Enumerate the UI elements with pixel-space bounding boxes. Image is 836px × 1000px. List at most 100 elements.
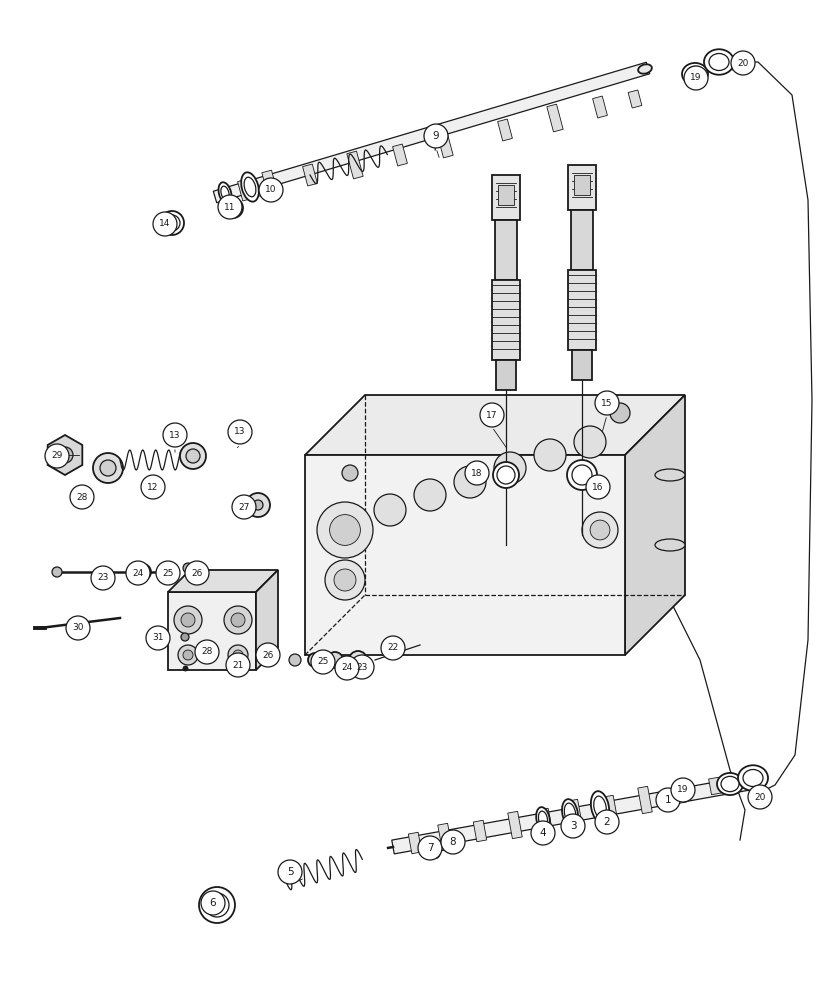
Circle shape [574,426,606,458]
Ellipse shape [743,770,763,786]
Circle shape [174,606,202,634]
Bar [492,280,520,360]
Polygon shape [408,832,421,854]
Circle shape [494,452,526,484]
Text: 7: 7 [426,843,433,853]
Polygon shape [262,170,278,198]
Circle shape [201,891,225,915]
Text: 10: 10 [265,186,277,194]
Circle shape [480,403,504,427]
Circle shape [183,563,193,573]
Circle shape [181,633,189,641]
Text: 20: 20 [737,58,749,68]
Text: 26: 26 [263,650,273,660]
Text: 8: 8 [450,837,456,847]
Text: 21: 21 [232,660,243,670]
Ellipse shape [591,791,609,823]
Circle shape [595,391,619,415]
Text: 13: 13 [169,430,181,440]
Circle shape [342,465,358,481]
Circle shape [253,500,263,510]
Polygon shape [237,179,252,201]
Text: 28: 28 [201,648,212,656]
Text: 27: 27 [238,502,250,512]
Text: 1: 1 [665,795,671,805]
Circle shape [656,788,680,812]
Text: 4: 4 [540,828,546,838]
Circle shape [218,195,242,219]
Ellipse shape [226,201,240,215]
Polygon shape [625,395,685,655]
Polygon shape [568,799,582,827]
Circle shape [441,830,465,854]
Ellipse shape [655,469,685,481]
Text: 25: 25 [318,658,329,666]
Ellipse shape [205,893,229,917]
Circle shape [424,124,448,148]
Circle shape [183,650,193,660]
Text: 31: 31 [152,634,164,643]
Circle shape [181,613,195,627]
Polygon shape [48,435,82,475]
Circle shape [135,564,151,580]
Text: 12: 12 [147,483,159,491]
Circle shape [185,561,209,585]
Text: 23: 23 [356,662,368,672]
Circle shape [232,495,256,519]
Circle shape [228,420,252,444]
Polygon shape [638,786,652,814]
Circle shape [126,561,150,585]
Ellipse shape [241,172,259,202]
Ellipse shape [564,803,576,823]
Circle shape [349,651,367,669]
Text: 18: 18 [472,468,482,478]
Circle shape [45,444,69,468]
Bar [168,592,256,670]
Bar [572,350,592,380]
Ellipse shape [497,466,515,484]
Polygon shape [709,777,721,795]
Ellipse shape [453,839,457,847]
Circle shape [414,479,446,511]
Polygon shape [497,119,512,141]
Text: 19: 19 [691,74,701,83]
Bar [574,175,590,195]
Polygon shape [673,782,686,804]
Circle shape [350,655,374,679]
Bar [305,455,625,655]
Polygon shape [303,164,318,186]
Ellipse shape [536,807,550,831]
Circle shape [383,638,403,658]
Circle shape [246,493,270,517]
Circle shape [731,51,755,75]
Circle shape [561,814,585,838]
Ellipse shape [682,63,708,85]
Ellipse shape [638,64,652,74]
Text: 9: 9 [433,131,439,141]
Circle shape [334,569,356,591]
Circle shape [78,490,88,500]
Ellipse shape [562,799,578,827]
Ellipse shape [221,186,229,200]
Circle shape [224,606,252,634]
Circle shape [57,447,73,463]
Circle shape [531,821,555,845]
Circle shape [203,650,213,660]
Ellipse shape [164,215,180,231]
Polygon shape [437,130,453,158]
Ellipse shape [223,198,243,218]
Polygon shape [593,96,608,118]
Circle shape [671,778,695,802]
Ellipse shape [594,796,606,818]
Polygon shape [168,570,278,592]
Circle shape [374,494,406,526]
Text: 2: 2 [604,817,610,827]
Text: 24: 24 [132,568,144,578]
Text: 26: 26 [191,568,202,578]
Bar [495,220,517,280]
Circle shape [595,810,619,834]
Bar [496,360,516,390]
Circle shape [151,630,165,644]
Circle shape [70,485,94,509]
Polygon shape [305,395,685,455]
